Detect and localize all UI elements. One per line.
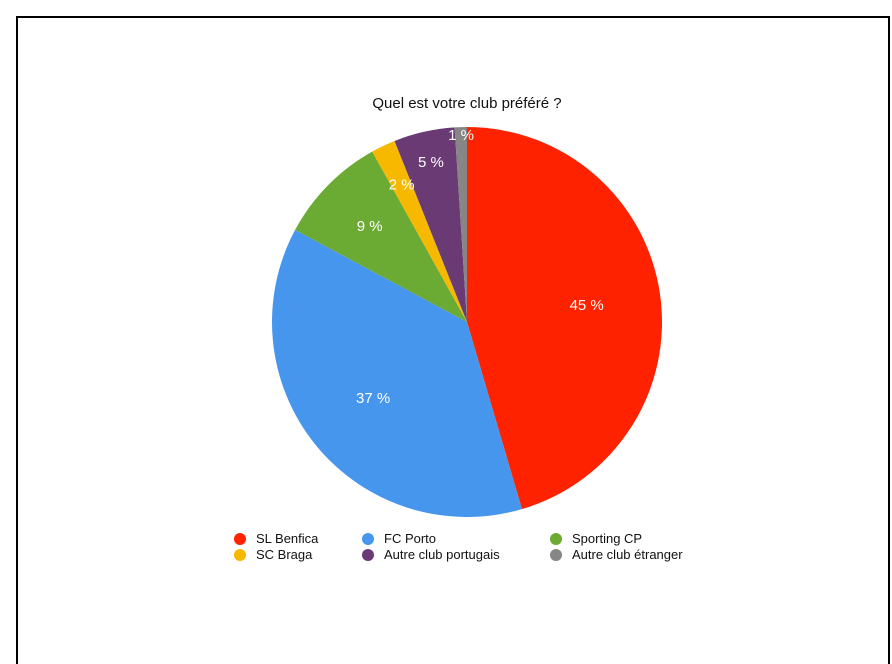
- pie-slice-fc-porto: [271, 229, 522, 517]
- pie-slices: [271, 127, 663, 517]
- legend-item-autre-club-etranger: Autre club étranger: [550, 547, 683, 562]
- legend-swatch: [234, 533, 246, 545]
- legend-swatch: [550, 549, 562, 561]
- legend-item-autre-club-portugais: Autre club portugais: [362, 547, 500, 562]
- slice-label-fc-porto: 37 %: [356, 390, 390, 407]
- legend-swatch: [362, 549, 374, 561]
- legend-swatch: [234, 549, 246, 561]
- legend-label: FC Porto: [384, 531, 436, 546]
- pie-slice-autre-club-portugais: [394, 127, 467, 322]
- slice-label-autre-club-portugais: 5 %: [418, 154, 444, 171]
- legend: SL Benfica FC Porto Sporting CP SC Braga Aut…: [234, 531, 683, 562]
- legend-item-fc-porto: FC Porto: [362, 531, 436, 546]
- pie-slice-sl-benfica: [467, 127, 663, 510]
- slice-label-sc-braga: 2 %: [389, 177, 415, 194]
- chart-title: Quel est votre club préféré ?: [372, 95, 561, 112]
- legend-swatch: [362, 533, 374, 545]
- pie-slice-sporting-cp: [295, 151, 467, 322]
- legend-label: Autre club étranger: [572, 547, 683, 562]
- legend-label: SL Benfica: [256, 531, 319, 546]
- legend-label: SC Braga: [256, 547, 313, 562]
- legend-swatch: [550, 533, 562, 545]
- legend-item-sporting-cp: Sporting CP: [550, 531, 642, 546]
- slice-label-sl-benfica: 45 %: [570, 297, 604, 314]
- pie-slice-sc-braga: [372, 140, 467, 322]
- pie-slice-autre-club-etranger: [454, 127, 467, 322]
- pie-slice-labels: 45 % 37 % 9 % 2 %5 %1 %: [356, 127, 604, 407]
- legend-label: Sporting CP: [572, 531, 642, 546]
- slice-label-autre-club-etranger: 1 %: [448, 127, 474, 144]
- legend-item-sl-benfica: SL Benfica: [234, 531, 319, 546]
- slice-label-sporting-cp: 9 %: [357, 218, 383, 235]
- legend-item-sc-braga: SC Braga: [234, 547, 313, 562]
- legend-label: Autre club portugais: [384, 547, 500, 562]
